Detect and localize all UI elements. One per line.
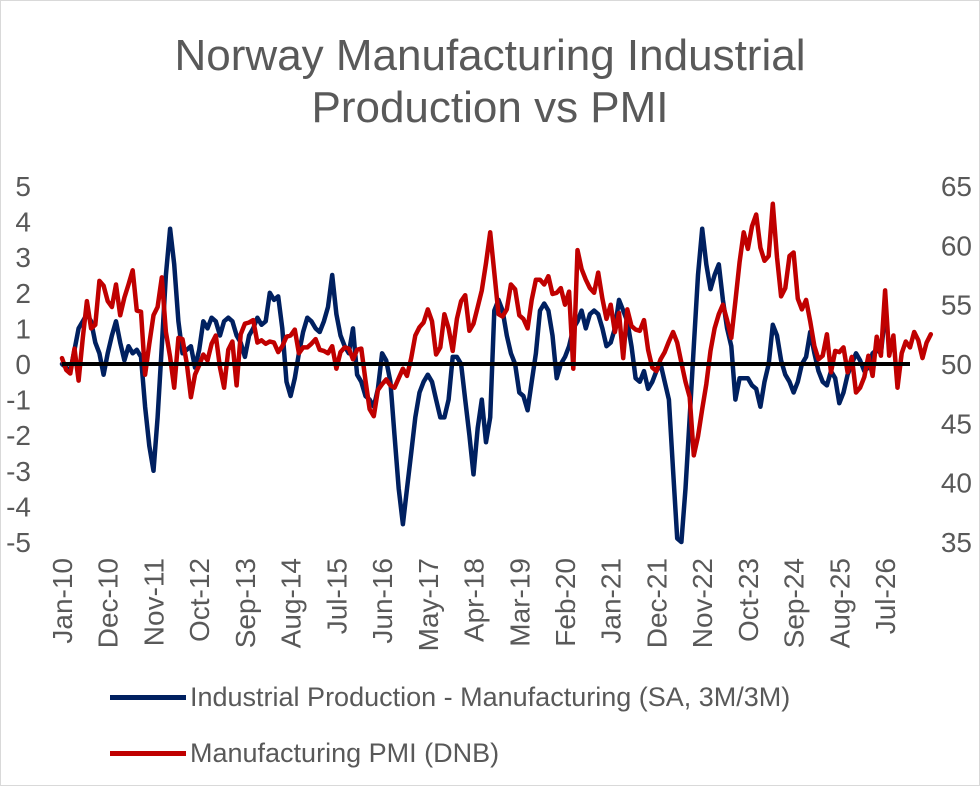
x-tick-label: Feb-20	[550, 558, 581, 647]
y-right-tick-label: 45	[941, 408, 972, 439]
x-tick-label: Jan-21	[596, 558, 627, 644]
x-tick-label: Dec-21	[641, 558, 672, 648]
y-right-tick-label: 65	[941, 171, 972, 202]
y-left-tick-label: -4	[6, 491, 31, 522]
x-tick-label: Dec-10	[93, 558, 124, 648]
y-left-tick-label: -1	[6, 385, 31, 416]
legend-label-industrial-production: Industrial Production - Manufacturing (S…	[190, 682, 791, 712]
x-tick-label: Aug-25	[824, 558, 855, 648]
x-tick-label: Oct-12	[184, 558, 215, 642]
series-line-manufacturing-pmi	[59, 201, 934, 458]
y-right-tick-label: 40	[941, 468, 972, 499]
x-tick-label: Jul-15	[321, 558, 352, 634]
y-left-tick-label: 0	[15, 349, 31, 380]
x-tick-label: Aug-14	[276, 558, 307, 648]
x-tick-label: Sep-24	[779, 558, 810, 648]
chart-title-line-2: Production vs PMI	[311, 83, 669, 132]
chart-title-line-1: Norway Manufacturing Industrial	[174, 31, 806, 80]
legend-item-industrial-production: Industrial Production - Manufacturing (S…	[110, 682, 790, 713]
legend-swatch-industrial-production	[110, 695, 186, 700]
y-right-tick-label: 35	[941, 527, 972, 558]
x-tick-label: Sep-13	[230, 558, 261, 648]
x-tick-label: Mar-19	[504, 558, 535, 647]
legend-label-manufacturing-pmi: Manufacturing PMI (DNB)	[190, 738, 500, 768]
y-right-tick-label: 55	[941, 290, 972, 321]
y-left-tick-label: -3	[6, 456, 31, 487]
y-left-tick-label: -2	[6, 420, 31, 451]
x-tick-label: May-17	[413, 558, 444, 651]
y-right-tick-label: 50	[941, 349, 972, 380]
x-tick-label: Jul-26	[870, 558, 901, 634]
x-tick-label: Oct-23	[733, 558, 764, 642]
y-left-tick-label: -5	[6, 527, 31, 558]
y-left-tick-label: 4	[15, 207, 31, 238]
x-tick-label: Apr-18	[459, 558, 490, 642]
x-tick-label: Nov-22	[687, 558, 718, 648]
x-tick-label: Jan-10	[47, 558, 78, 644]
legend-item-manufacturing-pmi: Manufacturing PMI (DNB)	[110, 738, 499, 769]
x-tick-label: Jun-16	[367, 558, 398, 644]
y-left-tick-label: 3	[15, 242, 31, 273]
x-tick-label: Nov-11	[138, 558, 169, 646]
y-left-tick-label: 5	[15, 171, 31, 202]
legend-swatch-manufacturing-pmi	[110, 751, 186, 756]
y-right-tick-label: 60	[941, 230, 972, 261]
chart-title: Norway Manufacturing Industrial Producti…	[0, 30, 980, 134]
series-line-industrial-production	[59, 226, 888, 545]
y-left-tick-label: 1	[15, 313, 31, 344]
y-left-tick-label: 2	[15, 278, 31, 309]
